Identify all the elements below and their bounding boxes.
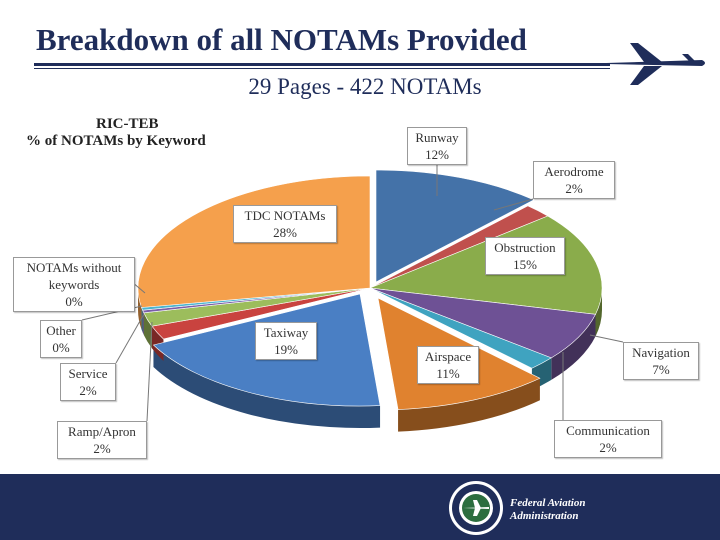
leader-line [589,334,624,343]
chart-title-line1: RIC-TEB [96,116,159,132]
callout-label: Other [46,323,76,338]
callout-value: 0% [65,294,83,309]
callout-value: 2% [79,383,97,398]
pie-slice-runway [375,169,535,283]
pie-slice-side [153,345,381,428]
pie-slice-communication [369,287,552,369]
callout-obstruction: Obstruction 15% [485,237,565,275]
callout-label: Ramp/Apron [68,424,136,439]
faa-seal-icon [449,481,503,535]
callout-value: 2% [599,440,617,455]
pie-slice-side [551,314,596,380]
footer-line2: Administration [510,510,579,522]
callout-navigation: Navigation 7% [623,342,699,380]
callout-runway: Runway 12% [407,127,467,165]
leader-line [134,284,146,294]
chart-title: RIC-TEB % of NOTAMs by Keyword [26,116,266,150]
callout-label: Obstruction [494,240,556,255]
callout-value: 2% [93,441,111,456]
callout-label: Aerodrome [544,164,604,179]
callout-other: Other 0% [40,320,82,358]
callout-taxiway: Taxiway 19% [255,322,317,360]
slide-title: Breakdown of all NOTAMs Provided [36,22,527,57]
callout-label: NOTAMs without keywords [26,260,122,292]
pie-slice-side [151,326,164,362]
callout-value: 12% [425,147,449,162]
callout-communication: Communication 2% [554,420,662,458]
callout-service: Service 2% [60,363,116,401]
pie-slice-side [595,288,602,337]
airplane-icon [606,43,705,85]
callout-value: 28% [273,225,297,240]
leader-line [115,313,145,364]
callout-label: Airspace [424,349,472,364]
callout-tdc-notams: TDC NOTAMs 28% [233,205,337,243]
callout-value: 11% [436,366,460,381]
callout-label: Taxiway [263,325,309,340]
pie-slice-side [141,307,143,333]
leader-line [493,198,534,211]
callout-aerodrome: Aerodrome 2% [533,161,615,199]
callout-notams-without-keywords: NOTAMs without keywords 0% [13,257,135,312]
callout-value: 0% [52,340,70,355]
callout-label: TDC NOTAMs [244,208,326,223]
callout-label: Runway [415,130,459,145]
pie-slice-side [143,312,152,349]
callout-label: Service [68,366,108,381]
callout-value: 19% [274,342,298,357]
leader-line [146,321,153,422]
footer-bar [0,474,720,540]
callout-value: 7% [652,362,670,377]
title-rule-bottom [34,68,610,69]
callout-airspace: Airspace 11% [417,346,479,384]
pie-slice-side [398,378,540,432]
footer-agency-name: Federal Aviation Administration [510,497,585,523]
footer-line1: Federal Aviation [510,497,586,509]
slide-subtitle: 29 Pages - 422 NOTAMs [248,74,482,99]
callout-value: 2% [565,181,583,196]
chart-title-line2: % of NOTAMs by Keyword [26,133,206,149]
callout-label: Communication [566,423,650,438]
callout-ramp-apron: Ramp/Apron 2% [57,421,147,459]
callout-value: 15% [513,257,537,272]
callout-label: Navigation [632,345,690,360]
title-rule-top [34,63,610,66]
pie-chart [81,165,624,432]
